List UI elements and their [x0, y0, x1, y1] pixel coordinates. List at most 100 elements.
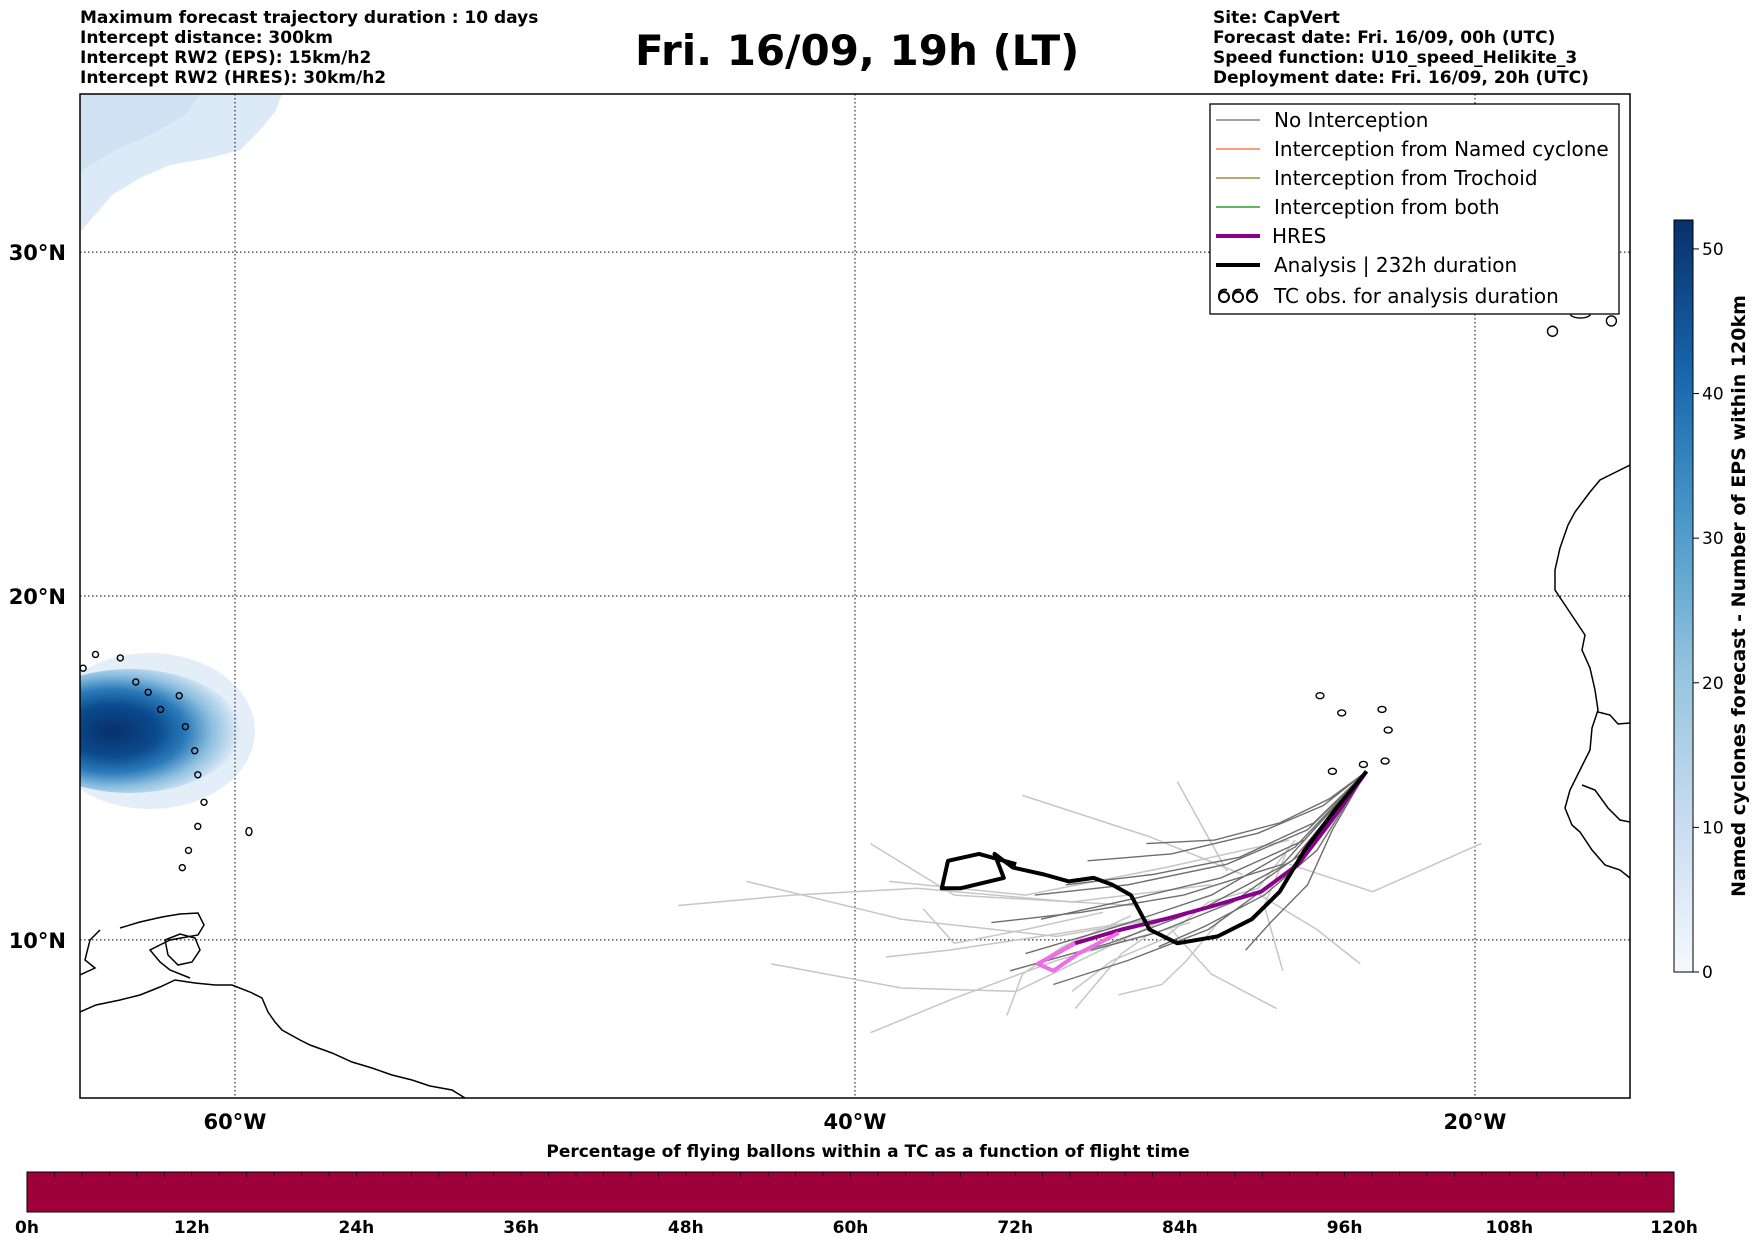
colorbar-ticks: 0 10 20 30 40 50	[1693, 240, 1724, 983]
param-intercept-distance: Intercept distance: 300km	[80, 28, 333, 48]
analysis-trajectory	[939, 770, 1369, 946]
lat-tick-label: 30°N	[9, 241, 66, 265]
paria-peninsula-coast	[119, 912, 205, 979]
colorbar-tick-label: 10	[1702, 818, 1724, 838]
eps-trajectory-light-15	[1263, 853, 1287, 972]
param-intercept-eps: Intercept RW2 (EPS): 15km/h2	[80, 48, 372, 68]
graticule	[80, 94, 1630, 1098]
cape-verde-island	[1377, 705, 1387, 714]
flight-bar-tick-label: 84h	[1162, 1218, 1198, 1238]
eps-no-interception-trajectories	[678, 781, 1482, 1034]
eps-trajectory-light-16	[922, 908, 1104, 945]
flight-bar-title: Percentage of flying ballons within a TC…	[546, 1142, 1189, 1162]
forecast-date: Forecast date: Fri. 16/09, 00h (UTC)	[1213, 28, 1556, 48]
eps-trajectory-light-12	[1176, 781, 1228, 872]
lon-tick-label: 60°W	[204, 1110, 267, 1134]
cape-verde-island	[1383, 726, 1393, 734]
lesser-antilles-island	[178, 863, 187, 872]
eps-trajectory-dark-10	[1158, 771, 1368, 948]
cyclone-forecast-area-north-core	[80, 94, 200, 172]
legend-label-both: Interception from both	[1274, 195, 1500, 219]
lat-tick-label: 10°N	[9, 929, 66, 953]
legend-label-trochoid: Interception from Trochoid	[1274, 166, 1538, 190]
legend-box	[1209, 103, 1620, 315]
cape-verde-island	[1380, 757, 1390, 765]
legend-label-analysis: Analysis | 232h duration	[1274, 253, 1517, 277]
eps-trajectory-light-11	[870, 842, 1135, 907]
colorbar-label: Named cyclones forecast - Number of EPS …	[1728, 295, 1750, 897]
lon-tick-label: 40°W	[824, 1110, 887, 1134]
lesser-antilles-island	[190, 747, 199, 755]
cape-verde-island	[1315, 692, 1325, 700]
cape-verde-island	[1336, 709, 1347, 717]
lesser-antilles-island	[156, 705, 165, 714]
legend: No Interception Interception from Named …	[1209, 103, 1620, 315]
hres-trajectory-tail	[1035, 931, 1120, 973]
venezuela-gulf-coast	[80, 929, 101, 976]
legend-label-named-cyclone: Interception from Named cyclone	[1274, 137, 1609, 161]
colorbar-tick-label: 50	[1702, 240, 1724, 260]
trinidad-island	[164, 933, 201, 966]
speed-function: Speed function: U10_speed_Helikite_3	[1213, 48, 1578, 68]
eps-trajectory-light-8	[1170, 928, 1277, 1010]
lesser-antilles-island	[184, 846, 193, 855]
eps-trajectory-light-6	[1288, 842, 1482, 893]
eps-trajectory-light-14	[885, 918, 1150, 958]
legend-label-no-interception: No Interception	[1274, 108, 1428, 132]
colorbar-tick-label: 30	[1702, 529, 1724, 549]
flight-bar-tick-label: 96h	[1327, 1218, 1363, 1238]
flight-bar-tick-label: 60h	[833, 1218, 869, 1238]
flight-time-bar: Percentage of flying ballons within a TC…	[15, 1142, 1698, 1238]
lesser-antilles-island	[194, 771, 202, 779]
eps-trajectory-light-2	[746, 880, 1197, 938]
cape-verde-island	[1327, 767, 1338, 776]
cyclone-symbols-icon	[1218, 288, 1258, 303]
hres-trajectory	[1036, 770, 1369, 966]
flight-bar-tick-label: 120h	[1650, 1218, 1698, 1238]
cyclone-forecast-area-south	[80, 669, 240, 793]
site-name: Site: CapVert	[1213, 8, 1340, 28]
flight-bar-ticks: 0h 12h 24h 36h 48h 60h 72h 84h 96h 108h 120h	[15, 1172, 1698, 1238]
param-intercept-hres: Intercept RW2 (HRES): 30km/h2	[80, 68, 387, 88]
eps-trajectory-light-7	[1248, 887, 1361, 965]
lesser-antilles-island	[132, 678, 140, 686]
map-area	[80, 94, 1630, 1098]
eps-trajectory-light-1	[678, 884, 1212, 907]
flight-bar-tick-label: 24h	[339, 1218, 375, 1238]
eps-trajectory-dark-3	[1087, 770, 1367, 862]
colorbar-tick-label: 40	[1702, 385, 1724, 405]
canary-island	[1605, 315, 1618, 327]
colorbar-tick-label: 0	[1702, 963, 1713, 983]
flight-bar-tick-label: 12h	[174, 1218, 210, 1238]
map-frame	[79, 93, 1631, 1099]
eps-trajectories-dark	[991, 770, 1368, 986]
legend-label-tc-obs: TC obs. for analysis duration	[1273, 284, 1559, 308]
flight-bar-tick-label: 108h	[1486, 1218, 1534, 1238]
deployment-date: Deployment date: Fri. 16/09, 20h (UTC)	[1213, 68, 1589, 88]
eps-trajectory-dark-8	[991, 770, 1368, 924]
colorbar-gradient	[1673, 219, 1694, 973]
lesser-antilles-island	[80, 664, 87, 672]
lesser-antilles-island	[91, 650, 100, 659]
africa-coast	[1554, 464, 1630, 879]
coastlines	[80, 464, 1630, 1098]
barbados-island	[245, 826, 253, 837]
map-tick-labels: 60°W 40°W 20°W 10°N 20°N 30°N	[9, 241, 1507, 1134]
lesser-antilles-island	[181, 722, 190, 731]
colorbar-tick-label: 20	[1702, 674, 1724, 694]
eps-trajectory-light-5	[1022, 794, 1243, 876]
islands	[80, 301, 1618, 872]
guinea-coast-detail	[1581, 711, 1630, 823]
lon-tick-label: 20°W	[1444, 1110, 1507, 1134]
legend-label-hres: HRES	[1272, 224, 1326, 248]
forecast-parameters: Maximum forecast trajectory duration : 1…	[80, 8, 538, 88]
lesser-antilles-island	[144, 688, 152, 696]
south-america-coast	[80, 979, 466, 1098]
flight-bar-tick-label: 48h	[668, 1218, 704, 1238]
eps-trajectory-light-4	[771, 918, 1166, 993]
lesser-antilles-island	[175, 692, 183, 700]
lat-tick-label: 20°N	[9, 585, 66, 609]
flight-bar-tick-label: 36h	[503, 1218, 539, 1238]
canary-island	[1546, 325, 1559, 337]
